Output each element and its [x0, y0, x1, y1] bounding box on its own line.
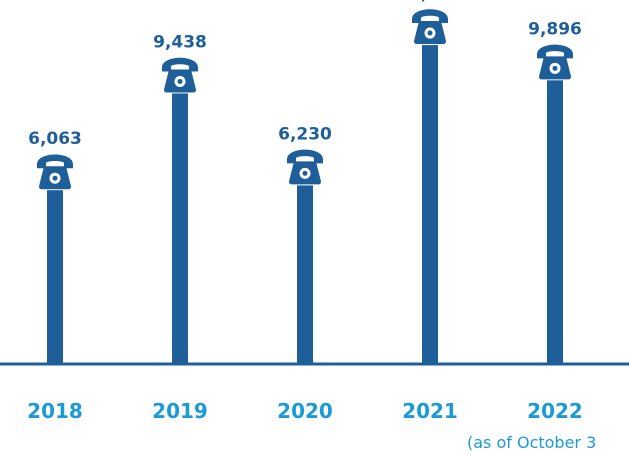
bar-group-2021: 11,126: [397, 0, 463, 365]
telephone-icon: [537, 44, 573, 80]
bar-2019: [172, 93, 188, 364]
telephone-icon: [162, 57, 198, 93]
value-label-2020: 6,230: [278, 124, 332, 144]
bar-group-2020: 6,230: [278, 124, 332, 364]
value-label-2021: 11,126: [397, 0, 463, 4]
x-tick-label-2022: 2022: [527, 399, 583, 423]
bar-2022: [547, 80, 563, 364]
telephone-icon: [412, 9, 448, 45]
x-tick-label-2021: 2021: [402, 399, 458, 423]
bar-group-2022: 9,896: [528, 19, 582, 364]
bar-2020: [297, 185, 313, 364]
value-label-2018: 6,063: [28, 129, 82, 149]
bar-2018: [47, 190, 63, 364]
x-tick-label-2019: 2019: [152, 399, 208, 423]
telephone-icon: [37, 154, 73, 190]
x-axis-labels: 2018 2019 2020 2021 2022: [27, 399, 583, 423]
telephone-icon: [287, 149, 323, 185]
bar-group-2018: 6,063: [28, 129, 82, 364]
x-tick-label-2018: 2018: [27, 399, 83, 423]
value-label-2022: 9,896: [528, 19, 582, 39]
x-tick-label-2020: 2020: [277, 399, 333, 423]
footnote-annotation: (as of October 3: [467, 433, 596, 452]
value-label-2019: 9,438: [153, 32, 207, 52]
bars-group: 6,063 9,438 6,230 11,126 9,896: [28, 0, 582, 365]
bar-2021: [422, 45, 438, 365]
bar-group-2019: 9,438: [153, 32, 207, 364]
